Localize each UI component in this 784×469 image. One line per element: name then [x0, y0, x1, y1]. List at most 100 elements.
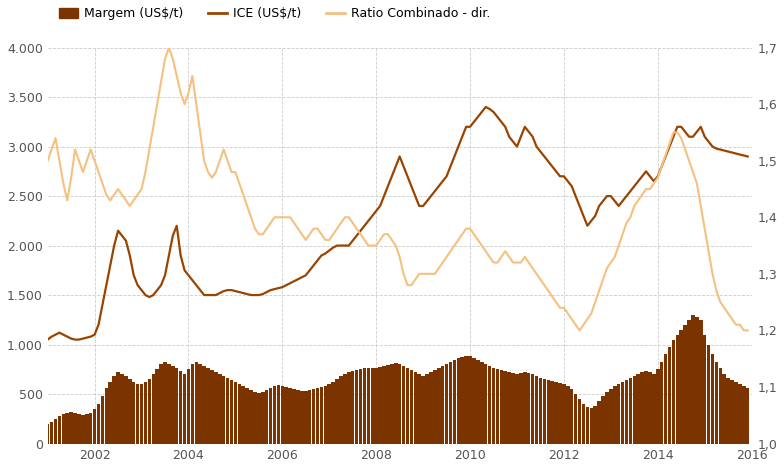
Bar — [707, 345, 710, 444]
Bar — [558, 383, 562, 444]
Bar — [593, 406, 597, 444]
Bar — [320, 387, 323, 444]
Bar — [194, 363, 198, 444]
Bar — [387, 365, 390, 444]
Bar — [289, 388, 292, 444]
Bar — [363, 368, 366, 444]
Bar — [116, 372, 120, 444]
Bar — [140, 384, 143, 444]
Bar — [89, 413, 93, 444]
Bar — [253, 392, 256, 444]
Bar — [112, 376, 116, 444]
Bar — [85, 414, 89, 444]
Bar — [50, 422, 53, 444]
Bar — [347, 372, 350, 444]
Bar — [124, 376, 128, 444]
Bar — [570, 389, 573, 444]
Bar — [703, 335, 706, 444]
Bar — [511, 373, 515, 444]
Bar — [304, 391, 307, 444]
Bar — [296, 390, 299, 444]
Bar — [405, 368, 409, 444]
Bar — [167, 364, 171, 444]
Bar — [222, 376, 226, 444]
Bar — [155, 369, 159, 444]
Bar — [637, 374, 640, 444]
Bar — [163, 363, 167, 444]
Bar — [445, 364, 448, 444]
Legend: Margem (US$/t), ICE (US$/t), Ratio Combinado - dir.: Margem (US$/t), ICE (US$/t), Ratio Combi… — [54, 2, 495, 25]
Bar — [206, 368, 210, 444]
Bar — [402, 366, 405, 444]
Bar — [324, 386, 327, 444]
Bar — [644, 371, 648, 444]
Bar — [398, 364, 401, 444]
Bar — [648, 372, 652, 444]
Bar — [343, 374, 347, 444]
Bar — [328, 384, 331, 444]
Bar — [143, 382, 147, 444]
Bar — [202, 366, 206, 444]
Bar — [273, 386, 276, 444]
Bar — [265, 390, 268, 444]
Bar — [120, 374, 124, 444]
Bar — [238, 384, 241, 444]
Bar — [742, 386, 746, 444]
Bar — [668, 347, 671, 444]
Bar — [660, 363, 663, 444]
Bar — [495, 369, 499, 444]
Bar — [383, 366, 386, 444]
Bar — [136, 384, 140, 444]
Bar — [735, 382, 738, 444]
Bar — [292, 389, 296, 444]
Bar — [672, 340, 675, 444]
Bar — [652, 374, 655, 444]
Bar — [738, 384, 742, 444]
Bar — [664, 355, 667, 444]
Bar — [656, 369, 659, 444]
Bar — [597, 401, 601, 444]
Bar — [351, 371, 354, 444]
Bar — [93, 409, 96, 444]
Bar — [476, 360, 480, 444]
Bar — [617, 384, 620, 444]
Bar — [480, 363, 484, 444]
Bar — [413, 372, 417, 444]
Bar — [464, 356, 468, 444]
Bar — [492, 368, 495, 444]
Bar — [226, 378, 230, 444]
Bar — [332, 382, 335, 444]
Bar — [300, 391, 303, 444]
Bar — [515, 374, 519, 444]
Bar — [527, 373, 531, 444]
Bar — [441, 366, 445, 444]
Bar — [132, 382, 136, 444]
Bar — [417, 374, 421, 444]
Bar — [472, 358, 476, 444]
Bar — [503, 371, 507, 444]
Bar — [249, 390, 252, 444]
Bar — [191, 364, 194, 444]
Bar — [183, 374, 187, 444]
Bar — [566, 386, 570, 444]
Bar — [723, 374, 726, 444]
Bar — [711, 355, 714, 444]
Bar — [715, 363, 718, 444]
Bar — [214, 372, 218, 444]
Bar — [81, 415, 85, 444]
Bar — [77, 414, 81, 444]
Bar — [198, 364, 202, 444]
Bar — [308, 390, 311, 444]
Bar — [277, 385, 280, 444]
Bar — [609, 389, 612, 444]
Bar — [70, 412, 73, 444]
Bar — [680, 330, 683, 444]
Bar — [484, 364, 488, 444]
Bar — [539, 378, 543, 444]
Bar — [499, 370, 503, 444]
Bar — [531, 374, 535, 444]
Bar — [390, 364, 394, 444]
Bar — [621, 382, 624, 444]
Bar — [187, 369, 191, 444]
Bar — [269, 388, 272, 444]
